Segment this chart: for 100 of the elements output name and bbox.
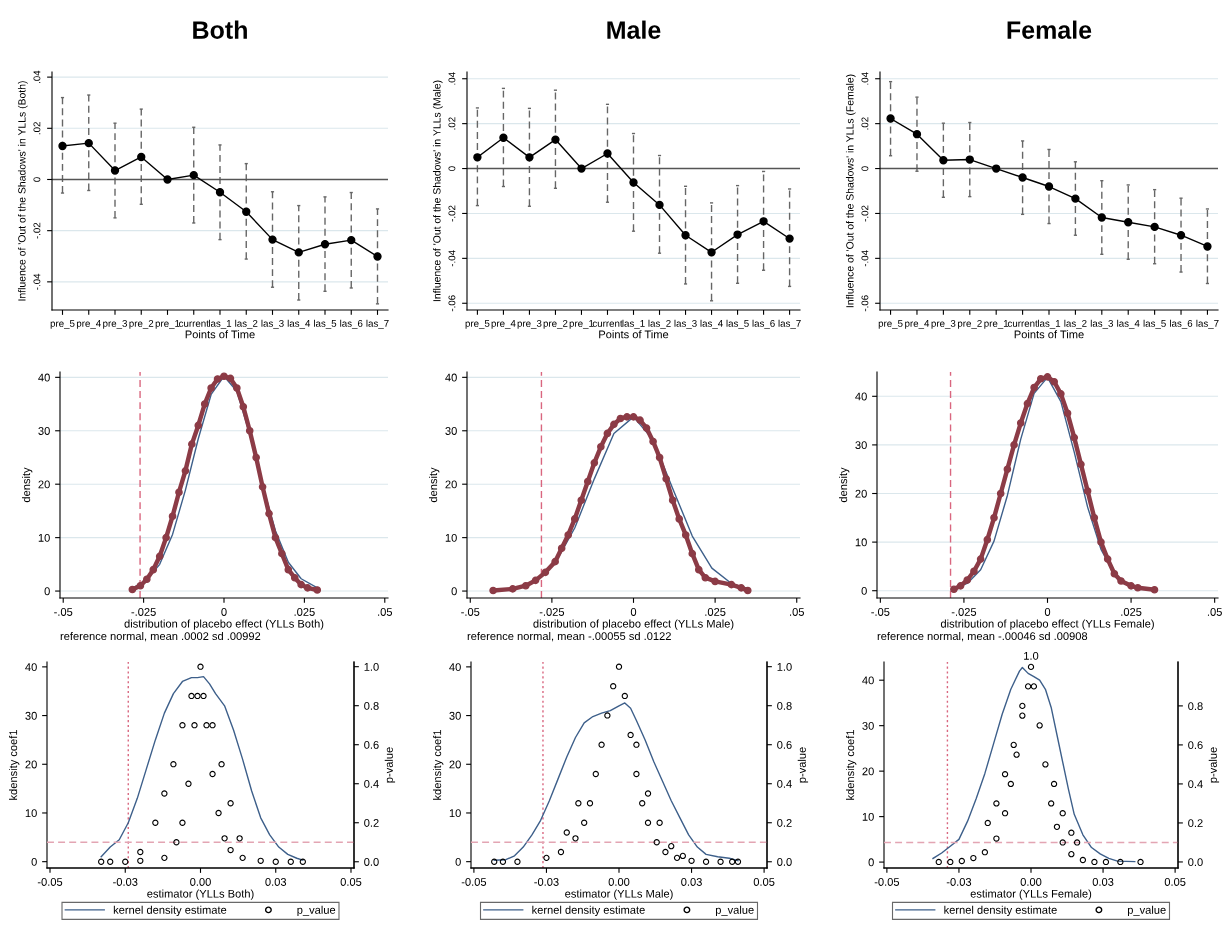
x-tick-label: las_5 — [314, 319, 337, 329]
legend-label: kernel density estimate — [944, 905, 1057, 917]
y-tick-label: 40 — [445, 373, 457, 382]
y2-tick-label: 0.2 — [777, 819, 792, 827]
x-axis-title: distribution of placebo effect (YLLs Both) — [124, 619, 324, 630]
x-tick-label: las_4 — [700, 319, 723, 329]
x-tick-label: .05 — [1207, 608, 1222, 616]
legend-label: p_value — [297, 905, 336, 917]
y2-tick-label: 0.8 — [1188, 702, 1203, 711]
x-axis-title: distribution of placebo effect (YLLs Female) — [940, 619, 1154, 630]
y-tick-label: .02 — [33, 122, 41, 135]
x-tick-label: 0.05 — [340, 878, 362, 886]
x-tick-label: 0.03 — [681, 878, 702, 886]
x-axis-title: distribution of placebo effect (YLLs Male) — [533, 619, 734, 630]
y-tick-label: 40 — [449, 663, 461, 672]
y-tick-label: 40 — [855, 392, 867, 401]
x-tick-label: 0.03 — [1092, 878, 1114, 886]
y-tick-label: 20 — [38, 480, 50, 489]
x-tick-label: pre_5 — [465, 320, 490, 329]
y2-tick-label: 0.0 — [364, 858, 379, 866]
y-tick-label: 0 — [861, 586, 867, 595]
y-tick-label: -.04 — [448, 250, 456, 267]
y-tick-label: -.06 — [861, 295, 869, 312]
y2-tick-label: 0.2 — [1188, 819, 1203, 828]
x-tick-label: .025 — [705, 608, 726, 616]
x-tick-label: current — [592, 320, 623, 327]
x-tick-label: las_3 — [1090, 319, 1114, 329]
y-tick-label: 30 — [38, 427, 50, 435]
y-axis-title: density — [429, 467, 440, 503]
y-tick-label: .04 — [448, 72, 456, 85]
chart-title: Female — [1007, 20, 1092, 39]
x-axis-title: estimator (YLLs Male) — [565, 889, 673, 900]
x-tick-label: pre_5 — [50, 320, 75, 329]
y-tick-label: 0 — [33, 177, 41, 182]
x-tick-label: pre_1 — [155, 320, 180, 329]
y-tick-label: 10 — [445, 533, 457, 542]
x-tick-label: 0.00 — [190, 878, 211, 886]
y-tick-label: 20 — [449, 760, 461, 769]
annotation: 1.0 — [1024, 651, 1039, 660]
y2-tick-label: 0.0 — [777, 858, 792, 866]
x-tick-label: -0.03 — [946, 878, 972, 886]
y-tick-label: -.02 — [448, 205, 456, 222]
x-tick-label: -.05 — [54, 608, 73, 616]
x-tick-label: las_2 — [235, 319, 258, 329]
y2-tick-label: 0.0 — [1188, 858, 1203, 867]
y-tick-label: 10 — [38, 533, 50, 542]
x-tick-label: 0 — [221, 608, 227, 616]
x-tick-label: las_7 — [366, 319, 389, 329]
x-tick-label: 0.00 — [608, 878, 630, 886]
y-tick-label: 30 — [445, 427, 457, 435]
y-axis-title: Influence of 'Out of the Shadows' in YLLs (Both) — [17, 81, 28, 301]
y-tick-label: 20 — [445, 480, 457, 489]
x-tick-label: las_1 — [1038, 319, 1061, 329]
legend-label: p_value — [715, 905, 754, 917]
chart-title: Male — [607, 20, 661, 39]
y-tick-label: 0 — [31, 857, 37, 866]
y-tick-label: 30 — [25, 711, 37, 720]
x-tick-label: pre_3 — [517, 319, 542, 329]
x-tick-label: -.05 — [461, 608, 480, 616]
x-axis-title: estimator (YLLs Female) — [970, 889, 1092, 900]
text: reference normal, mean -.00046 sd .00908 — [877, 631, 1088, 642]
x-tick-label: current — [1007, 320, 1038, 327]
x-axis-title: estimator (YLLs Both) — [147, 889, 254, 900]
x-tick-label: las_6 — [1170, 319, 1193, 329]
y-tick-label: 20 — [855, 489, 867, 498]
y-tick-label: -.02 — [33, 222, 41, 239]
y-tick-label: .02 — [861, 117, 869, 130]
y2-tick-label: 0.8 — [777, 701, 792, 710]
y-tick-label: 10 — [855, 538, 867, 547]
y-tick-label: -.06 — [448, 295, 456, 312]
x-tick-label: las_5 — [726, 319, 749, 329]
y-tick-label: 20 — [862, 767, 874, 776]
x-tick-label: las_3 — [261, 319, 284, 329]
y-tick-label: 0 — [861, 166, 869, 171]
x-tick-label: las_3 — [674, 319, 697, 329]
y-tick-label: 10 — [862, 812, 874, 821]
y2-tick-label: 0.6 — [364, 740, 379, 749]
y-tick-label: 0 — [868, 858, 874, 867]
x-axis-title: Points of Time — [599, 330, 669, 339]
y2-tick-label: 1.0 — [777, 662, 792, 671]
x-tick-label: -.025 — [131, 608, 156, 616]
x-axis-title: Points of Time — [1014, 330, 1084, 339]
x-tick-label: 0 — [1044, 608, 1051, 616]
x-tick-label: las_1 — [622, 319, 645, 329]
x-tick-label: pre_4 — [491, 320, 516, 329]
y-tick-label: .02 — [448, 117, 456, 130]
x-tick-label: las_7 — [1196, 319, 1219, 329]
x-tick-label: -0.03 — [113, 878, 138, 886]
x-tick-label: -0.05 — [874, 878, 900, 886]
x-tick-label: pre_2 — [129, 319, 154, 329]
x-tick-label: -.025 — [951, 608, 977, 616]
x-tick-label: las_4 — [1117, 319, 1140, 329]
x-tick-label: pre_1 — [569, 320, 594, 329]
y-tick-label: .04 — [861, 72, 869, 85]
x-tick-label: .05 — [378, 608, 393, 616]
y2-tick-label: 1.0 — [364, 662, 379, 671]
y-tick-label: 0 — [44, 587, 50, 596]
y-tick-label: 0 — [448, 166, 456, 171]
x-axis-title: Points of Time — [185, 330, 255, 339]
x-tick-label: .05 — [790, 608, 804, 616]
